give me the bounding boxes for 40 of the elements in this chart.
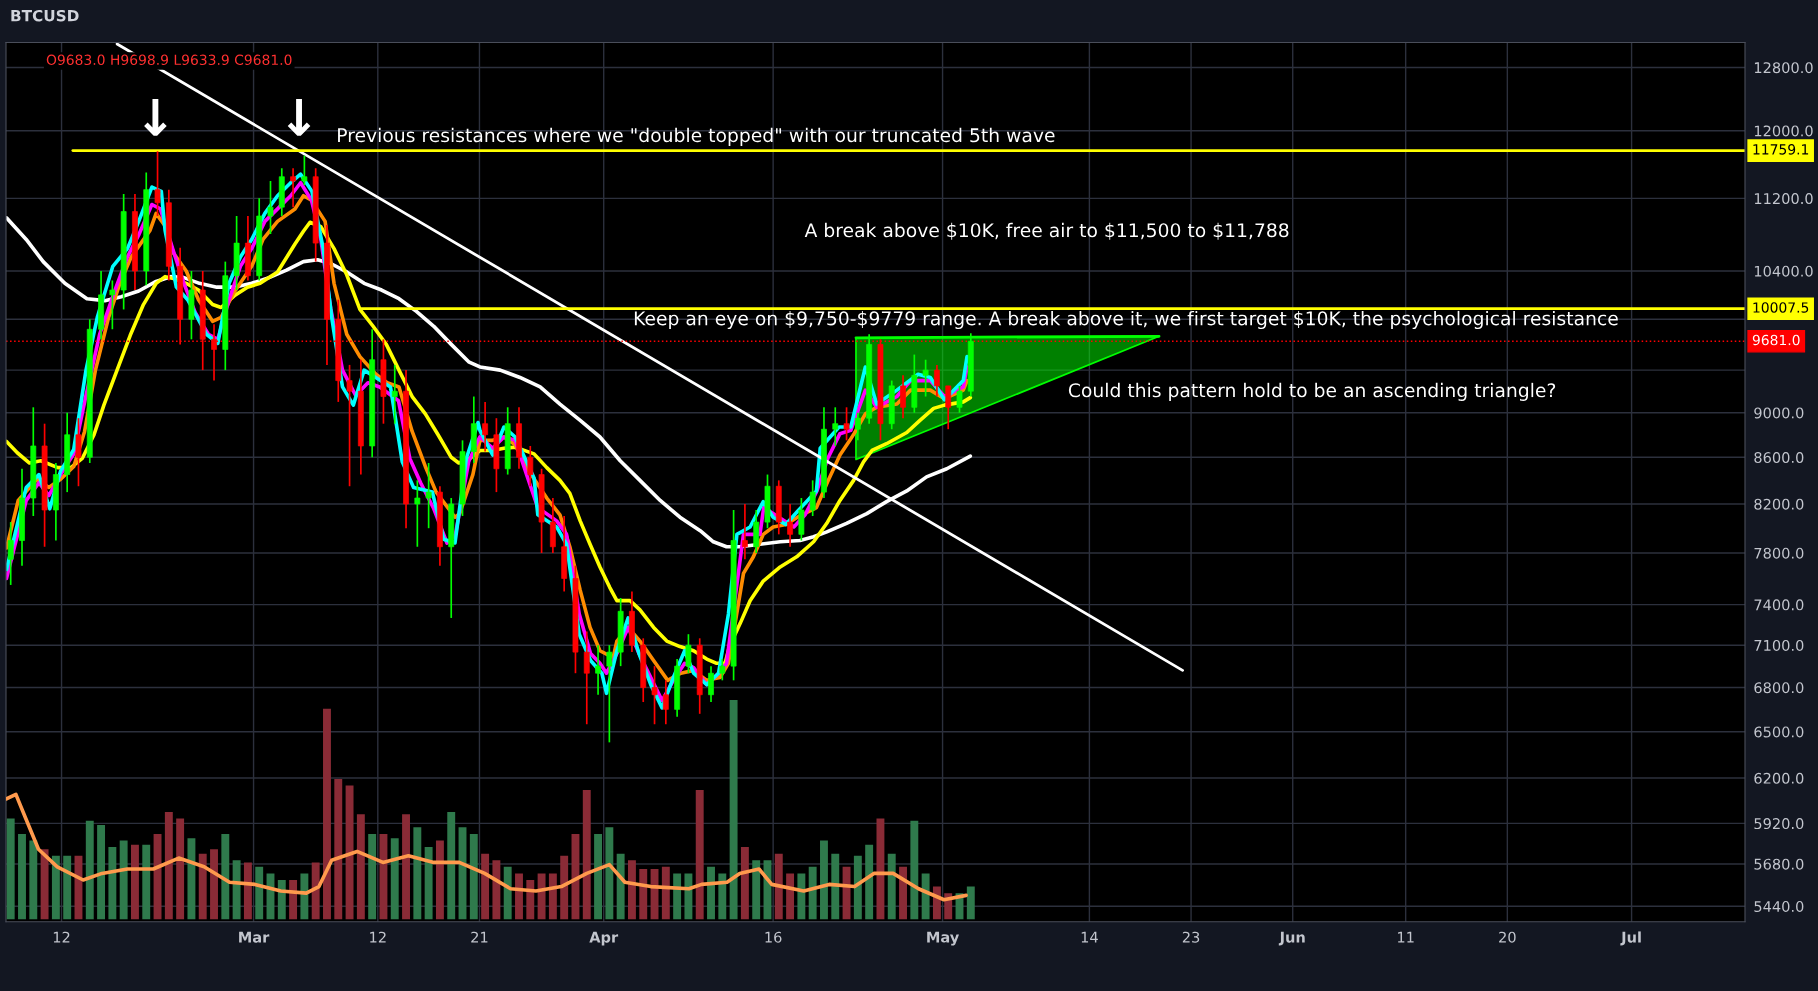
y-tick-label: 5920.0 — [1754, 818, 1804, 830]
y-tick-label: 6800.0 — [1754, 682, 1804, 694]
x-tick-label: 20 — [1499, 931, 1516, 943]
y-tick-label: 9000.0 — [1754, 407, 1804, 419]
x-tick-label: 12 — [370, 931, 386, 943]
annotation: Previous resistances where we "double topped" with our truncated 5th wave — [338, 127, 1055, 146]
data-label: 11759.1 — [1753, 144, 1809, 155]
y-tick-label: 5440.0 — [1754, 900, 1804, 913]
x-tick-label: Jun — [1278, 931, 1305, 946]
y-tick-label: 10400.0 — [1754, 265, 1813, 277]
x-tick-label: 16 — [765, 931, 782, 943]
x-tick-label: 12 — [53, 931, 70, 943]
y-tick-label: 8600.0 — [1754, 452, 1804, 464]
y-tick-label: 11200.0 — [1754, 193, 1813, 205]
y-tick-label: 6500.0 — [1754, 726, 1804, 738]
annotation: Could this pattern hold to be an ascending triangle? — [1068, 382, 1556, 401]
x-tick-label: Jul — [1620, 931, 1641, 946]
x-tick-label: 11 — [1397, 931, 1414, 943]
x-tick-label: Mar — [239, 931, 270, 943]
y-tick-label: 7800.0 — [1754, 547, 1804, 559]
x-tick-label: 21 — [471, 931, 488, 943]
y-tick-label: 5680.0 — [1754, 858, 1804, 870]
annotation: ↓ — [144, 99, 167, 136]
annotation: Keep an eye on $9,750-$9779 range. A break above it, we first target $10K, the psychological resistance — [634, 310, 1618, 330]
ref-line-label: 9681.0 — [1752, 334, 1800, 346]
text: O9683.0 H9698.9 L9633.9 C9681.0 — [46, 54, 292, 66]
y-tick-label: 8200.0 — [1754, 498, 1804, 510]
annotation: A break above $10K, free air to $11,500 to $11,788 — [804, 222, 1289, 240]
x-tick-label: May — [927, 931, 959, 946]
data-label: 10007.5 — [1753, 302, 1809, 313]
chart-title: BTCUSD — [11, 9, 79, 22]
x-tick-label: 14 — [1081, 931, 1098, 943]
y-tick-label: 6200.0 — [1754, 772, 1804, 784]
annotation: ↓ — [287, 99, 311, 136]
x-tick-label: 23 — [1182, 931, 1200, 943]
y-tick-label: 12000.0 — [1754, 125, 1813, 137]
x-tick-label: Apr — [589, 931, 619, 946]
y-tick-label: 7400.0 — [1754, 599, 1804, 611]
y-tick-label: 12800.0 — [1754, 62, 1813, 74]
y-tick-label: 7100.0 — [1754, 639, 1804, 651]
